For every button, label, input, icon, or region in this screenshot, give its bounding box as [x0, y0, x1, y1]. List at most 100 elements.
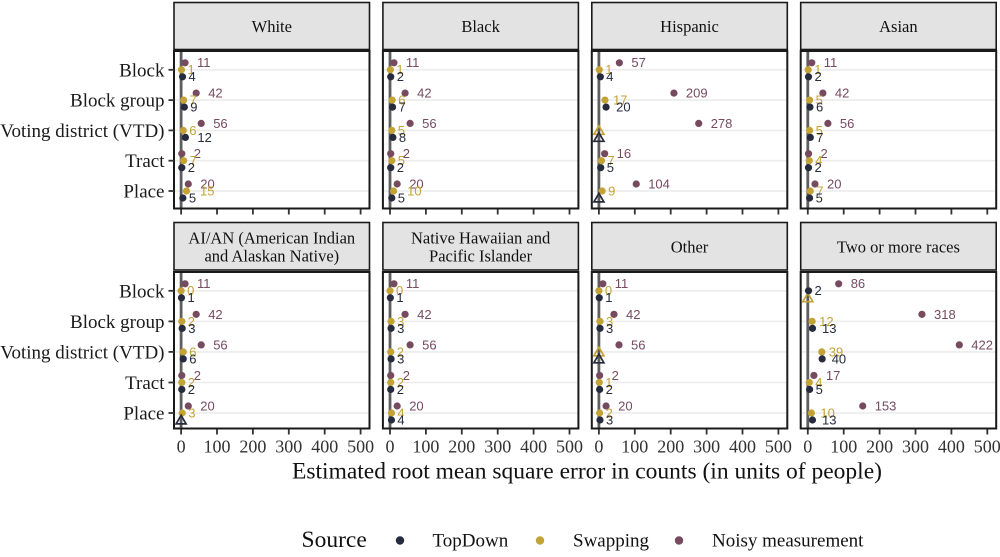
- svg-text:7: 7: [399, 100, 406, 115]
- svg-text:2: 2: [397, 69, 404, 84]
- svg-text:Estimated root mean square err: Estimated root mean square error in coun…: [292, 459, 882, 485]
- svg-text:3: 3: [397, 351, 404, 366]
- svg-text:200: 200: [448, 437, 475, 457]
- svg-text:42: 42: [626, 307, 640, 322]
- svg-text:2: 2: [606, 382, 613, 397]
- svg-text:1: 1: [396, 290, 403, 305]
- svg-text:4: 4: [397, 412, 404, 427]
- svg-text:1: 1: [188, 290, 195, 305]
- svg-text:42: 42: [835, 86, 849, 101]
- svg-text:17: 17: [613, 93, 627, 108]
- svg-text:500: 500: [974, 437, 1000, 457]
- svg-text:13: 13: [822, 412, 836, 427]
- svg-text:Asian: Asian: [879, 17, 918, 36]
- svg-text:5: 5: [816, 93, 823, 108]
- svg-text:Block group: Block group: [70, 312, 164, 333]
- svg-text:40: 40: [832, 351, 846, 366]
- svg-text:0: 0: [594, 437, 603, 457]
- svg-text:209: 209: [686, 86, 708, 101]
- svg-text:10: 10: [407, 183, 421, 198]
- svg-text:1: 1: [605, 290, 612, 305]
- svg-text:100: 100: [621, 437, 648, 457]
- svg-text:20: 20: [200, 176, 214, 191]
- svg-text:0: 0: [386, 437, 395, 457]
- svg-text:2: 2: [194, 146, 201, 161]
- svg-text:100: 100: [412, 437, 439, 457]
- svg-text:6: 6: [189, 351, 196, 366]
- svg-text:318: 318: [934, 307, 956, 322]
- svg-text:200: 200: [866, 437, 893, 457]
- svg-text:100: 100: [830, 437, 857, 457]
- svg-text:42: 42: [417, 86, 431, 101]
- svg-text:2: 2: [188, 160, 195, 175]
- svg-text:3: 3: [606, 314, 613, 329]
- svg-text:2: 2: [815, 160, 822, 175]
- svg-text:3: 3: [606, 321, 613, 336]
- svg-text:56: 56: [213, 337, 227, 352]
- svg-text:7: 7: [816, 130, 823, 145]
- svg-text:9: 9: [190, 100, 197, 115]
- svg-text:1: 1: [605, 375, 612, 390]
- svg-text:3: 3: [397, 321, 404, 336]
- svg-text:5: 5: [816, 382, 823, 397]
- svg-text:12: 12: [819, 314, 833, 329]
- svg-text:5: 5: [816, 190, 823, 205]
- svg-text:2: 2: [403, 368, 410, 383]
- svg-text:AI/AN (American Indian: AI/AN (American Indian: [188, 229, 355, 248]
- svg-text:Block: Block: [119, 281, 165, 302]
- svg-text:20: 20: [409, 176, 423, 191]
- svg-text:2: 2: [815, 283, 822, 298]
- svg-text:4: 4: [189, 69, 196, 84]
- svg-text:11: 11: [615, 276, 629, 291]
- svg-text:20: 20: [200, 398, 214, 413]
- svg-text:6: 6: [398, 93, 405, 108]
- svg-text:278: 278: [711, 116, 733, 131]
- svg-text:400: 400: [311, 437, 338, 457]
- svg-text:2: 2: [188, 375, 195, 390]
- svg-text:Source: Source: [302, 527, 367, 552]
- svg-text:0: 0: [177, 437, 186, 457]
- svg-text:White: White: [252, 17, 292, 36]
- svg-text:0: 0: [803, 437, 812, 457]
- svg-text:5: 5: [816, 123, 823, 138]
- svg-text:2: 2: [188, 314, 195, 329]
- svg-text:6: 6: [189, 344, 196, 359]
- svg-text:4: 4: [815, 375, 822, 390]
- svg-text:Place: Place: [123, 404, 164, 425]
- svg-text:1: 1: [814, 62, 821, 77]
- svg-text:56: 56: [631, 337, 645, 352]
- svg-text:1: 1: [188, 62, 195, 77]
- svg-text:0: 0: [187, 283, 194, 298]
- svg-text:TopDown: TopDown: [433, 531, 509, 552]
- svg-text:2: 2: [397, 160, 404, 175]
- svg-text:2: 2: [188, 382, 195, 397]
- svg-text:153: 153: [875, 398, 897, 413]
- svg-text:12: 12: [197, 130, 211, 145]
- svg-text:17: 17: [826, 368, 840, 383]
- svg-text:16: 16: [617, 146, 631, 161]
- svg-text:Black: Black: [461, 17, 500, 36]
- svg-text:20: 20: [827, 176, 841, 191]
- svg-text:20: 20: [618, 398, 632, 413]
- svg-text:7: 7: [816, 183, 823, 198]
- svg-text:20: 20: [409, 398, 423, 413]
- svg-text:200: 200: [239, 437, 266, 457]
- svg-text:500: 500: [347, 437, 374, 457]
- svg-text:500: 500: [556, 437, 583, 457]
- svg-text:5: 5: [189, 190, 196, 205]
- svg-text:6: 6: [816, 100, 823, 115]
- svg-text:and Alaskan Native): and Alaskan Native): [204, 247, 339, 266]
- svg-text:104: 104: [648, 176, 670, 191]
- svg-text:Block group: Block group: [70, 91, 164, 112]
- svg-text:2: 2: [397, 375, 404, 390]
- svg-text:7: 7: [190, 93, 197, 108]
- svg-text:400: 400: [520, 437, 547, 457]
- svg-text:400: 400: [729, 437, 756, 457]
- svg-text:56: 56: [422, 337, 436, 352]
- svg-text:3: 3: [188, 321, 195, 336]
- svg-text:42: 42: [208, 307, 222, 322]
- svg-text:500: 500: [765, 437, 792, 457]
- svg-text:8: 8: [399, 130, 406, 145]
- svg-text:5: 5: [398, 123, 405, 138]
- svg-text:0: 0: [605, 283, 612, 298]
